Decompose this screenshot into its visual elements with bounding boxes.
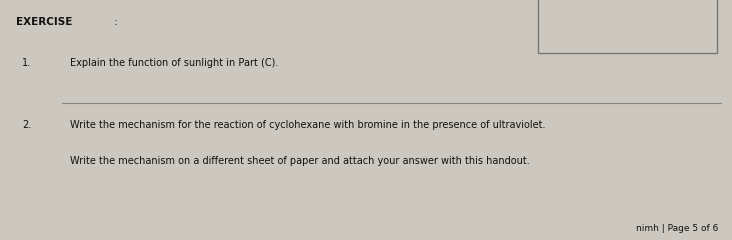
Text: 2.: 2. bbox=[22, 120, 31, 130]
Text: Explain the function of sunlight in Part (C).: Explain the function of sunlight in Part… bbox=[70, 58, 278, 68]
Text: Write the mechanism for the reaction of cyclohexane with bromine in the presence: Write the mechanism for the reaction of … bbox=[70, 120, 545, 130]
Bar bbox=[538, 0, 717, 53]
Text: :: : bbox=[113, 17, 117, 27]
Text: nimh | Page 5 of 6: nimh | Page 5 of 6 bbox=[636, 224, 719, 233]
Text: EXERCISE: EXERCISE bbox=[16, 17, 72, 27]
Text: 1.: 1. bbox=[22, 58, 31, 68]
Text: Write the mechanism on a different sheet of paper and attach your answer with th: Write the mechanism on a different sheet… bbox=[70, 156, 529, 166]
